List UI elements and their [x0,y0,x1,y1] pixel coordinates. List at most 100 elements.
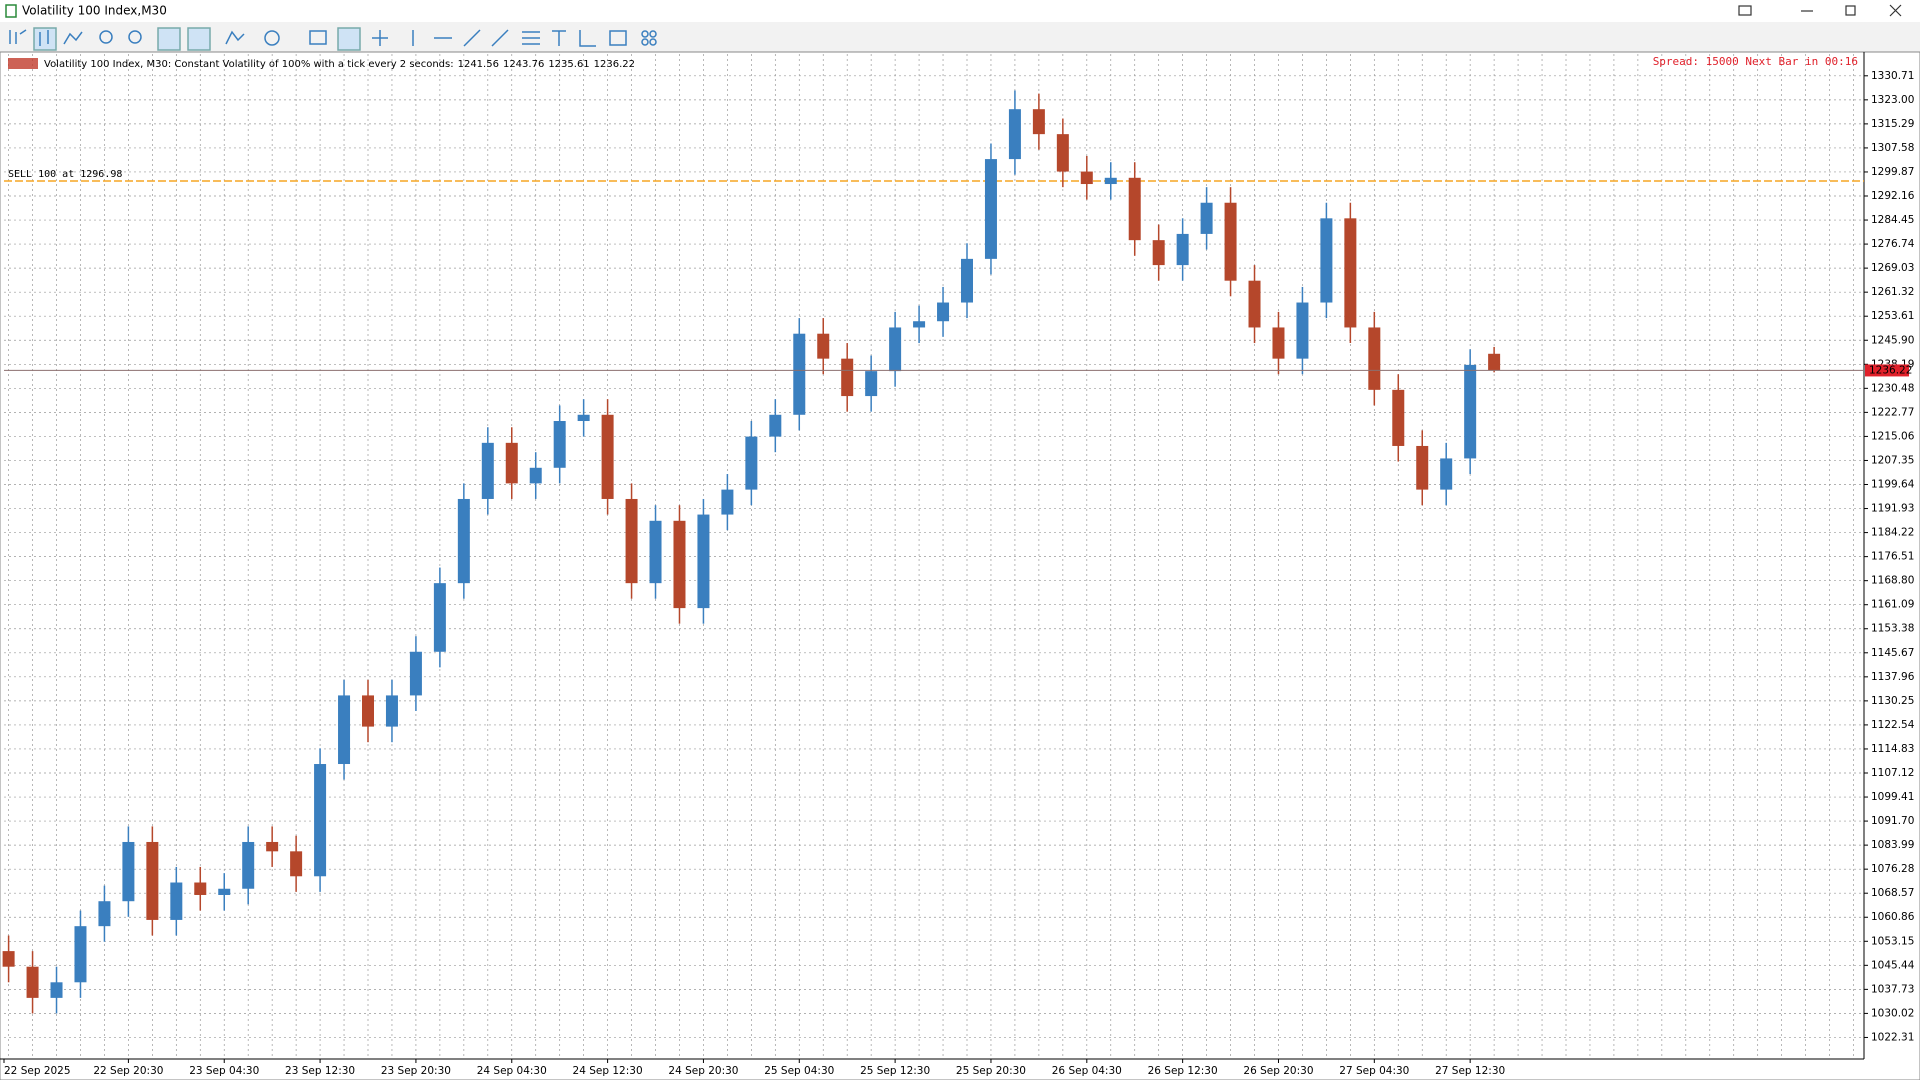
x-tick-label: 27 Sep 04:30 [1339,1065,1409,1077]
candle-body [362,695,374,727]
candle-body [841,358,854,397]
y-tick-label: 1114.83 [1871,743,1914,755]
candle-body [1272,327,1285,359]
sell-line-label: SELL 100 at 1296.98 [8,169,122,180]
candle-body [218,888,231,895]
y-tick-label: 1161.09 [1871,599,1914,611]
candle-body [50,982,63,998]
candle-body [984,159,997,259]
candle-body [1368,327,1381,390]
candle-body [817,333,830,359]
candle-body [1128,177,1141,241]
candle-body [697,514,710,609]
shapes-button[interactable] [609,30,627,46]
candle-body [122,841,135,902]
trendline-button[interactable] [463,29,481,47]
x-tick-label: 25 Sep 20:30 [956,1065,1026,1077]
candle-body [793,333,806,415]
screenshot-button[interactable] [309,30,327,45]
candle-body [1416,445,1429,490]
candle-body [529,467,542,484]
x-tick-label: 23 Sep 20:30 [381,1065,451,1077]
candle-body [1440,458,1453,490]
arrow-button[interactable] [579,30,596,47]
candle-body [242,841,255,889]
candle-icon [39,30,49,46]
objects-button[interactable] [649,38,657,46]
y-tick-label: 1091.70 [1871,815,1914,827]
x-tick-label: 26 Sep 04:30 [1052,1065,1122,1077]
candle-body [577,414,590,422]
candle-body [266,841,279,852]
candle-body [961,258,973,303]
candle-body [481,442,494,499]
candle-body [385,695,398,727]
zoom-in-button[interactable] [99,30,113,44]
x-tick-label: 25 Sep 04:30 [764,1065,834,1077]
candle-body [1224,202,1237,281]
y-tick-label: 1037.73 [1871,983,1914,995]
window-title: Volatility 100 Index,M30 [22,4,167,18]
candle-body [1320,218,1333,303]
candle-body [1200,202,1213,234]
candle-body [745,436,758,490]
shift-button[interactable] [187,27,211,51]
y-tick-label: 1230.48 [1871,382,1914,394]
text-button[interactable] [552,30,566,46]
restore-icon[interactable] [1738,5,1752,16]
y-tick-label: 1222.77 [1871,406,1914,418]
candle-body [889,327,902,372]
toolbar [0,22,1920,52]
price-tag [1865,364,1909,377]
labels: 1330.71 1323.00 1315.29 1307.58 1299.87 1292.… [3,55,1915,1077]
crosshair-button[interactable] [372,30,388,46]
x-tick-label: 26 Sep 12:30 [1148,1065,1218,1077]
x-tick-label: 24 Sep 04:30 [477,1065,547,1077]
y-tick-label: 1315.29 [1871,118,1914,130]
candle-body [721,489,734,515]
x-tick-label: 22 Sep 20:30 [93,1065,163,1077]
indicators-button[interactable] [225,30,245,45]
zoom-out-button[interactable] [128,30,142,44]
candle-body [1032,109,1045,135]
candle-body [290,851,303,877]
y-tick-label: 1215.06 [1871,430,1915,442]
x-tick-label: 23 Sep 12:30 [285,1065,355,1077]
chart-area [0,51,1920,1081]
candle-body [1296,302,1309,359]
y-tick-label: 1191.93 [1871,503,1914,515]
candle-body [937,302,950,322]
y-tick-label: 1330.71 [1871,70,1914,82]
autoscroll-button[interactable] [157,27,181,51]
maximize-button[interactable] [1845,5,1856,16]
x-tick-label: 25 Sep 12:30 [860,1065,930,1077]
candle-body [409,651,422,696]
info-text: Volatility 100 Index, M30: Constant Vola… [44,59,454,70]
candle-body [146,841,159,920]
candle-body [913,321,926,328]
cursor-button[interactable] [337,27,361,51]
candle-body [194,882,207,895]
chart-info: Volatility 100 Index, M30: Constant Vola… [44,59,635,70]
candle-body [433,583,446,652]
symbol-icon [8,58,38,69]
line-chart-button[interactable] [63,31,83,45]
fibo-button[interactable] [522,31,540,45]
x-tick-label: 24 Sep 20:30 [668,1065,738,1077]
y-tick-label: 1299.87 [1871,166,1914,178]
candle-body [1152,240,1165,266]
y-tick-label: 1269.03 [1871,262,1914,274]
candle-body [673,520,686,609]
candle-body [170,882,183,920]
candle-button[interactable] [33,27,57,51]
app-icon [5,4,17,18]
bar-chart-button[interactable] [9,29,27,44]
y-tick-label: 1168.80 [1871,575,1914,587]
periods-button[interactable] [264,30,280,46]
candle-body [1104,177,1117,185]
close-button[interactable] [1889,4,1902,17]
channel-button[interactable] [491,29,509,47]
candle-body [314,764,327,877]
candles [2,90,1864,1014]
